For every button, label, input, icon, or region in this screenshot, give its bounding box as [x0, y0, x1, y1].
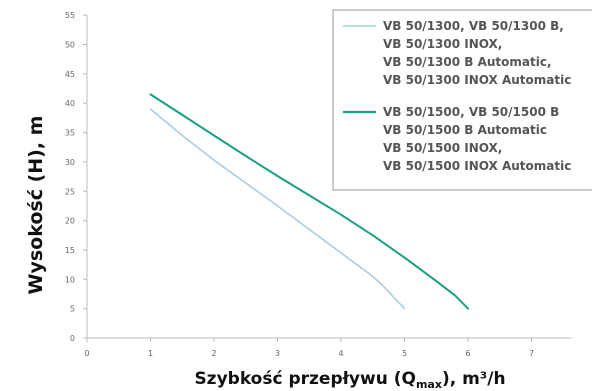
- legend-entries: VB 50/1300, VB 50/1300 B, VB 50/1300 INOX…: [343, 19, 571, 173]
- x-tick-label: 1: [148, 349, 153, 358]
- legend-label-1: VB 50/1300, VB 50/1300 B,: [383, 19, 564, 33]
- y-tick-label: 45: [65, 70, 75, 79]
- legend-label-1: VB 50/1300 INOX Automatic: [383, 73, 571, 87]
- series-line-1: [149, 108, 406, 310]
- x-tick-label: 3: [275, 349, 280, 358]
- x-axis-title-tail: ), m³/h: [442, 369, 506, 389]
- y-tick-label: 35: [65, 129, 75, 138]
- x-tick-label: 6: [465, 349, 470, 358]
- series-lines: [149, 93, 469, 310]
- y-tick-label: 40: [65, 99, 75, 108]
- x-axis-title-subscript: max: [416, 378, 442, 391]
- legend-label-2: VB 50/1500, VB 50/1500 B: [383, 105, 559, 119]
- y-tick-label: 55: [65, 11, 75, 20]
- legend-label-2: VB 50/1500 INOX,: [383, 141, 502, 155]
- x-tick-label: 0: [84, 349, 89, 358]
- legend-label-2: VB 50/1500 B Automatic: [383, 123, 547, 137]
- legend-label-2: VB 50/1500 INOX Automatic: [383, 159, 571, 173]
- x-tick-label: 5: [402, 349, 407, 358]
- x-axis-title-main: Szybkość przepływu (Q: [194, 369, 416, 389]
- legend-box: [332, 9, 592, 191]
- series-line-2: [149, 93, 469, 310]
- x-axis-title: Szybkość przepływu (Qmax), m³/h: [194, 369, 505, 391]
- y-tick-label: 20: [65, 217, 75, 226]
- x-axis-ticks: 0 1 2 3 4 5 6 7: [84, 338, 534, 358]
- y-axis-title: Wysokość (H), m: [25, 116, 47, 295]
- y-tick-label: 10: [65, 275, 75, 284]
- y-tick-label: 0: [70, 334, 75, 343]
- legend-label-1: VB 50/1300 INOX,: [383, 37, 502, 51]
- y-tick-label: 25: [65, 187, 75, 196]
- legend: VB 50/1300, VB 50/1300 B, VB 50/1300 INOX…: [332, 9, 592, 191]
- y-tick-label: 30: [65, 158, 75, 167]
- x-tick-label: 4: [338, 349, 343, 358]
- x-tick-label: 7: [529, 349, 534, 358]
- y-tick-label: 5: [70, 305, 75, 314]
- legend-label-1: VB 50/1300 B Automatic,: [383, 55, 552, 69]
- y-axis-ticks: 0 5 10 15 20 25 30 35 40 45 50 55: [65, 11, 87, 343]
- y-tick-label: 15: [65, 246, 75, 255]
- x-tick-label: 2: [211, 349, 216, 358]
- y-tick-label: 50: [65, 41, 75, 50]
